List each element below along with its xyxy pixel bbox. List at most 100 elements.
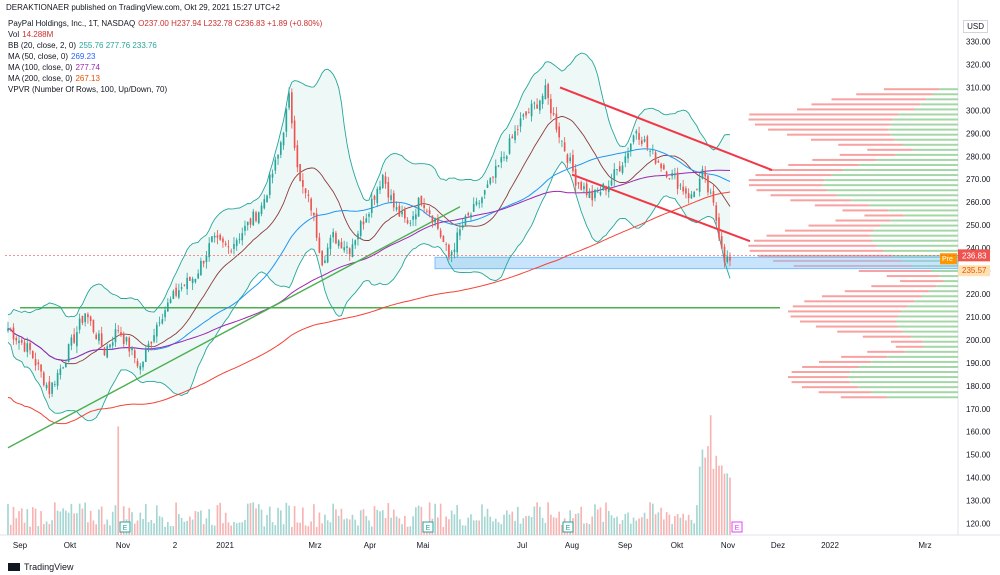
volume-bar xyxy=(62,508,64,535)
candle-body xyxy=(544,85,547,100)
candle-body xyxy=(351,244,354,257)
volume-bar xyxy=(213,525,216,535)
y-tick-label: 190.00 xyxy=(966,359,991,368)
vpvr-bar-down xyxy=(812,158,877,161)
volume-bar xyxy=(172,526,175,535)
candle-body xyxy=(87,314,89,318)
candle-body xyxy=(461,225,464,228)
candle-body xyxy=(172,290,175,300)
volume-bar xyxy=(194,511,197,535)
volume-bar xyxy=(442,526,445,535)
x-tick-label: 2022 xyxy=(821,541,839,550)
volume-bar xyxy=(392,509,395,535)
volume-bar xyxy=(100,506,103,535)
candle-body xyxy=(494,166,497,178)
volume-bar xyxy=(268,506,271,535)
volume-bar xyxy=(503,514,505,535)
volume-bar xyxy=(296,522,299,535)
candle-body xyxy=(9,329,12,331)
candle-body xyxy=(505,156,508,159)
candle-body xyxy=(244,225,246,231)
candle-body xyxy=(541,95,544,105)
currency-badge[interactable]: USD xyxy=(963,20,988,33)
candle-body xyxy=(439,230,442,237)
volume-bar xyxy=(31,507,34,535)
volume-bar xyxy=(494,518,497,535)
candle-body xyxy=(516,128,519,130)
candle-body xyxy=(249,218,252,225)
volume-bar xyxy=(15,518,18,535)
volume-bar xyxy=(445,516,447,535)
volume-bar xyxy=(147,522,150,535)
vpvr-bar-up xyxy=(858,386,958,389)
candle-body xyxy=(167,302,169,312)
candle-body xyxy=(687,193,690,199)
vpvr-bar-up xyxy=(928,290,958,293)
volume-bar xyxy=(632,517,635,535)
vpvr-bar-up xyxy=(836,194,958,197)
candle-body xyxy=(337,240,340,247)
vpvr-bar-down xyxy=(804,300,915,303)
channel-upper-line xyxy=(559,86,773,171)
volume-bar xyxy=(707,446,709,535)
candle-body xyxy=(401,211,403,215)
legend-ma100: MA (100, close, 0) 277.74 xyxy=(8,63,100,72)
volume-bar xyxy=(401,524,403,535)
vpvr-bar-down xyxy=(864,214,904,217)
vpvr-bar-down xyxy=(802,365,859,368)
candle-body xyxy=(161,319,164,324)
volume-bar xyxy=(153,523,155,535)
vpvr-bar-up xyxy=(890,219,958,222)
x-tick-label: Okt xyxy=(671,541,684,550)
candle-body xyxy=(445,243,447,245)
candle-body xyxy=(114,329,117,343)
volume-bar xyxy=(525,516,527,535)
y-tick-label: 220.00 xyxy=(966,290,991,299)
volume-bar xyxy=(395,516,398,535)
candle-body xyxy=(679,184,682,186)
y-tick-label: 120.00 xyxy=(966,520,991,529)
earnings-marker: E xyxy=(422,521,434,533)
vpvr-bar-up xyxy=(897,315,958,318)
volume-bar xyxy=(34,508,37,535)
y-tick-label: 210.00 xyxy=(966,313,991,322)
candle-body xyxy=(627,152,629,159)
volume-bar xyxy=(602,521,605,535)
candle-body xyxy=(307,194,310,196)
candle-body xyxy=(403,209,406,219)
candle-body xyxy=(296,145,299,168)
volume-bar xyxy=(304,525,307,535)
candle-body xyxy=(103,347,106,356)
candle-body xyxy=(594,189,596,199)
volume-bar xyxy=(467,517,470,535)
candle-body xyxy=(533,102,536,104)
candle-body xyxy=(395,207,398,210)
y-tick-label: 310.00 xyxy=(966,83,991,92)
candle-body xyxy=(602,183,605,190)
volume-bar xyxy=(208,509,210,535)
x-tick-label: Apr xyxy=(364,541,377,550)
volume-bar xyxy=(483,516,486,535)
candle-body xyxy=(288,93,290,108)
volume-bar xyxy=(420,506,423,535)
volume-bar xyxy=(48,524,51,535)
legend-ma200: MA (200, close, 0) 267.13 xyxy=(8,74,100,83)
candle-body xyxy=(696,189,698,191)
candle-body xyxy=(332,231,335,238)
vpvr-bar-up xyxy=(914,300,958,303)
candle-body xyxy=(588,191,591,198)
candle-body xyxy=(208,243,210,258)
volume-bar xyxy=(685,520,687,535)
volume-bar xyxy=(200,510,202,535)
volume-bar xyxy=(227,522,230,535)
vpvr-bar-down xyxy=(821,295,922,298)
candle-body xyxy=(238,238,241,240)
volume-bar xyxy=(307,526,310,535)
volume-bar xyxy=(178,514,180,535)
volume-bar xyxy=(76,513,78,535)
candle-body xyxy=(45,384,48,389)
volume-bar xyxy=(505,510,508,535)
vpvr-bar-up xyxy=(876,244,958,247)
volume-bar xyxy=(169,526,172,535)
